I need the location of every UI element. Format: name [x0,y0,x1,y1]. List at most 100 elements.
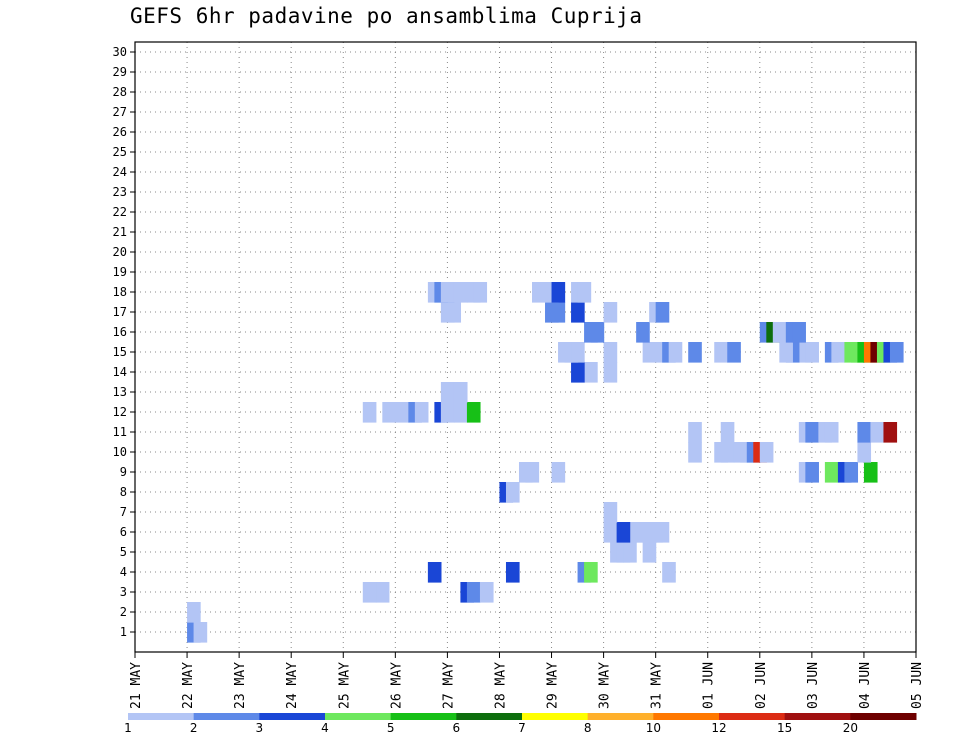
colorbar-label: 6 [453,721,461,735]
y-tick-label: 6 [120,525,127,539]
y-tick-label: 5 [120,545,127,559]
heatmap-cell [584,562,598,583]
heatmap-cell [362,582,377,603]
heatmap-cell [889,342,904,363]
heatmap-cell [831,342,846,363]
colorbar-swatch [456,713,523,720]
y-tick-label: 22 [113,205,127,219]
heatmap-cell [577,282,592,303]
heatmap-cell [642,542,657,563]
x-tick-label: 21 MAY [129,662,144,709]
heatmap-cell [603,362,618,383]
y-tick-label: 8 [120,485,127,499]
x-tick-label: 26 MAY [389,662,404,709]
y-tick-label: 4 [120,565,127,579]
x-tick-label: 27 MAY [441,662,456,709]
y-tick-label: 25 [113,145,127,159]
x-tick-label: 03 JUN [806,662,821,709]
heatmap-cell [655,302,670,323]
heatmap-cell [805,342,819,363]
heatmap-cell [720,442,735,463]
colorbar-swatch [587,713,654,720]
y-tick-label: 16 [113,325,127,339]
colorbar-label: 5 [387,721,395,735]
heatmap-cell [440,402,455,423]
heatmap-cell [571,362,585,383]
heatmap-cell [727,342,741,363]
colorbar-swatch [128,713,195,720]
y-tick-label: 17 [113,305,127,319]
heatmap-cell [590,322,605,343]
x-tick-label: 29 MAY [546,662,561,709]
heatmap-cell [824,462,839,483]
heatmap-cell [193,622,208,643]
colorbar-label: 3 [256,721,264,735]
heatmap-cell [466,582,481,603]
y-tick-label: 12 [113,405,127,419]
y-tick-label: 26 [113,125,127,139]
colorbar-label: 15 [777,721,792,735]
heatmap-cell [571,302,585,323]
colorbar-swatch [522,713,589,720]
colorbar-label: 8 [584,721,592,735]
y-tick-label: 21 [113,225,127,239]
heatmap-cell [857,422,872,443]
heatmap-cell [792,322,806,343]
plot-frame [134,41,917,653]
x-tick-label: 02 JUN [754,662,769,709]
y-tick-label: 1 [120,625,127,639]
x-tick-label: 01 JUN [702,662,717,709]
heatmap-cell [382,402,396,423]
colorbar-swatch [325,713,392,720]
heatmap-cell [466,402,481,423]
y-tick-label: 11 [113,425,127,439]
heatmap-cell [362,402,377,423]
chart-title: GEFS 6hr padavine po ansamblima Cuprija [130,4,643,28]
heatmap-cell [551,282,566,303]
heatmap-cell [395,402,409,423]
colorbar-label: 20 [843,721,858,735]
y-tick-label: 2 [120,605,127,619]
heatmap-cell [375,582,390,603]
heatmap-cell [649,522,663,543]
heatmap-cell [883,422,898,443]
cells-layer [187,282,904,643]
heatmap-cell [688,342,702,363]
colorbar-swatch [850,713,917,720]
heatmap-cell [414,402,429,423]
heatmap-cell [623,542,637,563]
colorbar-label: 7 [518,721,526,735]
y-tick-label: 3 [120,585,127,599]
y-tick-label: 9 [120,465,127,479]
x-tick-label: 30 MAY [598,662,613,709]
heatmap-cell [714,342,728,363]
colorbar-label: 4 [321,721,329,735]
heatmap-cell [857,442,872,463]
y-tick-label: 20 [113,245,127,259]
heatmap-cell [688,442,702,463]
y-tick-label: 19 [113,265,127,279]
heatmap-cell [636,522,650,543]
x-tick-label: 24 MAY [285,662,300,709]
colorbar-label: 12 [711,721,726,735]
heatmap-cell [551,302,566,323]
heatmap-cell [453,402,468,423]
y-tick-label: 30 [113,45,127,59]
heatmap-cell [688,422,702,443]
heatmap-cell [584,362,598,383]
heatmap-cell [187,602,201,623]
colorbar: 1 2 3 4 5 6 7 8 10 12 15 20 [124,713,917,735]
heatmap-cell [571,342,585,363]
y-tick-label: 18 [113,285,127,299]
colorbar-swatch [653,713,720,720]
x-tick-label: 04 JUN [858,662,873,709]
y-tick-label: 29 [113,65,127,79]
y-tick-label: 14 [113,365,127,379]
axis-layer: 1234567891011121314151617181920212223242… [113,41,925,709]
colorbar-label: 2 [190,721,198,735]
heatmap-cell [720,422,735,443]
y-tick-label: 10 [113,445,127,459]
x-tick-label: 05 JUN [910,662,925,709]
heatmap-cell [603,502,618,523]
heatmap-cell [668,342,683,363]
